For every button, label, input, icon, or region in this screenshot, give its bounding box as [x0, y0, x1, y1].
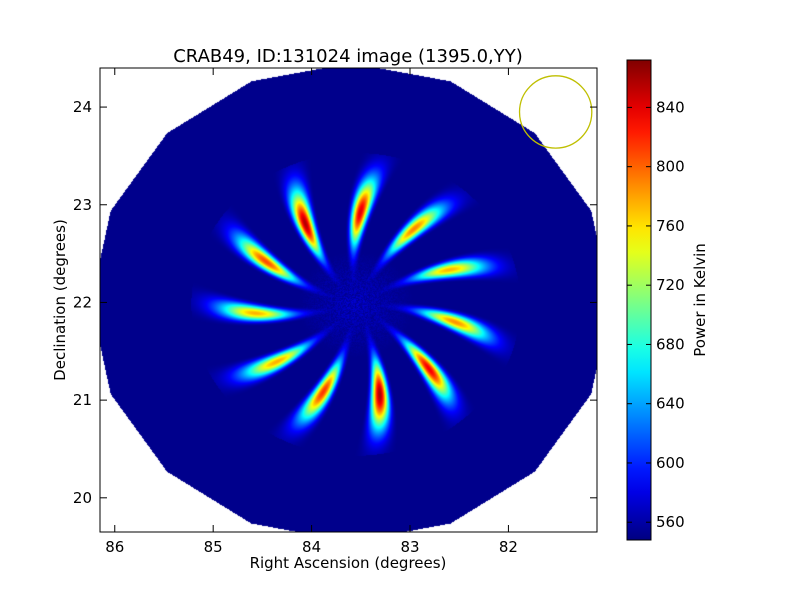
y-tick-label: 23	[73, 196, 92, 214]
x-tick-label: 83	[400, 538, 419, 556]
colorbar-tick-label: 800	[656, 158, 685, 176]
chart-title: CRAB49, ID:131024 image (1395.0,YY)	[173, 46, 523, 67]
colorbar-tick-label: 600	[656, 454, 685, 472]
colorbar: 560 600 640 680 720 760 800 840	[626, 59, 685, 541]
y-tick-label: 22	[73, 293, 92, 311]
y-tick-label: 21	[73, 391, 92, 409]
heatmap-image	[100, 68, 597, 532]
colorbar-tick-label: 680	[656, 335, 685, 353]
x-tick-label: 84	[302, 538, 321, 556]
y-tick-label: 20	[73, 489, 92, 507]
colorbar-tick-label: 720	[656, 276, 685, 294]
colorbar-frame	[626, 59, 652, 541]
x-tick-label: 82	[499, 538, 518, 556]
colorbar-fill	[627, 60, 651, 540]
x-axis-label: Right Ascension (degrees)	[250, 554, 447, 572]
colorbar-label: Power in Kelvin	[691, 243, 709, 357]
colorbar-tick-label: 840	[656, 98, 685, 116]
colorbar-tick-label: 640	[656, 395, 685, 413]
y-axis-label: Declination (degrees)	[51, 219, 69, 381]
y-tick-label: 24	[73, 98, 92, 116]
axes-frame	[99, 67, 598, 533]
colorbar-ticks: 560 600 640 680 720 760 800 840	[627, 98, 685, 531]
beam-circle	[518, 75, 593, 149]
x-tick-label: 85	[204, 538, 223, 556]
y-axis-ticks: 20 21 22 23 24	[73, 98, 597, 507]
colorbar-tick-label: 760	[656, 217, 685, 235]
x-tick-label: 86	[105, 538, 124, 556]
plot-area	[100, 68, 597, 532]
x-axis-ticks: 86 85 84 83 82	[105, 68, 518, 556]
colorbar-tick-label: 560	[656, 513, 685, 531]
